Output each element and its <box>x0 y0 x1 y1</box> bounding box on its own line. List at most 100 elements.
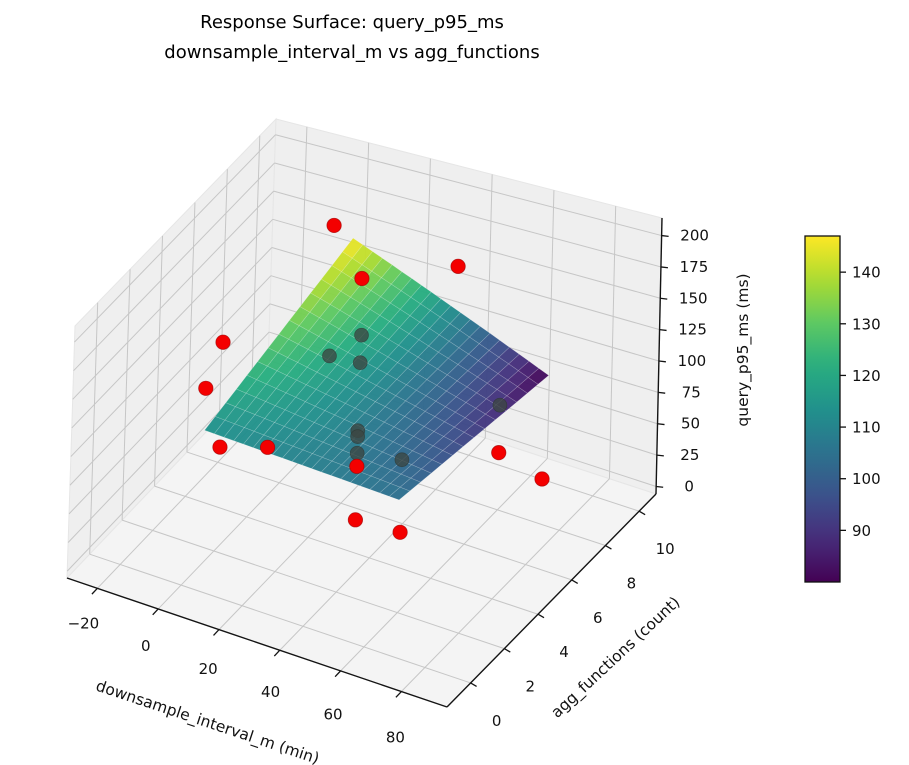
y-tick-mark <box>537 613 545 619</box>
grid-leftwall-z <box>68 303 271 515</box>
data-point <box>198 380 214 396</box>
z-tick-label: 150 <box>679 289 708 307</box>
grid-floor-y <box>154 485 539 615</box>
y-tick-label: 6 <box>593 609 603 627</box>
y-tick-mark <box>605 544 612 550</box>
x-tick-label: 20 <box>199 660 218 678</box>
z-tick-mark <box>656 454 664 457</box>
y-tick-mark <box>503 648 511 653</box>
grid-leftwall-z <box>72 190 275 400</box>
occluded-data-point <box>492 397 508 413</box>
grid-leftwall-z <box>67 331 270 543</box>
x-tick-mark <box>213 629 220 636</box>
z-tick-mark <box>660 297 668 300</box>
x-tick-mark <box>152 608 159 616</box>
z-tick-mark <box>659 329 667 332</box>
data-point <box>392 524 408 540</box>
z-axis-label: query_p95_ms (ms) <box>734 273 753 426</box>
grid-leftwall-y <box>154 235 164 487</box>
occluded-data-point <box>349 445 365 461</box>
grid-leftwall-y <box>251 135 261 385</box>
grid-leftwall-z <box>70 247 273 457</box>
x-tick-mark <box>91 587 98 595</box>
x-tick-mark <box>395 691 402 698</box>
x-axis-spine <box>66 577 448 708</box>
z-tick-label: 100 <box>678 352 707 370</box>
surface-facet <box>506 386 528 403</box>
y-tick-mark <box>571 579 579 584</box>
chart-title-line2: downsample_interval_m vs agg_functions <box>164 42 540 63</box>
colorbar: 90 100 110 120 130 140 <box>804 235 881 583</box>
occluded-data-point <box>350 429 366 444</box>
z-tick-mark <box>660 266 669 269</box>
y-tick-label: 8 <box>627 575 637 593</box>
grid-leftwall-z <box>74 134 276 343</box>
surface-facet <box>388 486 411 501</box>
grid-floor-y <box>186 451 572 581</box>
surface-facet <box>442 441 464 456</box>
grid-rightwall-z <box>274 162 662 268</box>
data-point <box>491 445 507 461</box>
axes-spines-ticks <box>66 217 669 708</box>
occluded-data-point <box>322 348 337 364</box>
colorbar-tick-label: 110 <box>852 419 881 437</box>
surface-facet <box>420 459 443 474</box>
occluded-data-point <box>394 452 410 468</box>
grid-rightwall-x <box>608 206 617 479</box>
data-point <box>212 439 228 455</box>
colorbar-gradient <box>804 235 841 583</box>
grid-rightwall-x <box>546 190 555 459</box>
x-tick-label: 60 <box>323 706 342 724</box>
grid-floor-x <box>340 458 548 672</box>
response-surface-mesh <box>204 237 550 501</box>
surface-facet <box>410 468 432 483</box>
chart-title-line1: Response Surface: query_p95_ms <box>200 12 504 33</box>
z-tick-label: 125 <box>678 321 707 339</box>
z-axis-spine <box>655 217 663 495</box>
grid-leftwall-y <box>121 269 131 521</box>
z-tick-mark <box>658 360 666 363</box>
colorbar-tick-label: 100 <box>852 470 881 488</box>
occluded-scatter-points <box>322 327 508 468</box>
x-axis-label: downsample_interval_m (min) <box>93 677 321 765</box>
y-tick-mark <box>638 510 646 516</box>
data-point <box>259 439 276 455</box>
x-tick-label: 0 <box>141 637 151 655</box>
data-point <box>347 512 364 528</box>
colorbar-tick-label: 120 <box>852 367 881 385</box>
surface-facet <box>474 413 496 430</box>
y-tick-label: 2 <box>526 678 536 696</box>
data-point <box>326 217 342 234</box>
y-axis-spine <box>446 493 657 708</box>
occluded-data-point <box>352 355 368 371</box>
data-point <box>354 270 370 287</box>
grid-rightwall-z <box>275 134 662 237</box>
data-point <box>450 258 466 274</box>
grid-leftwall-z <box>69 275 272 486</box>
x-tick-label: 80 <box>386 729 405 747</box>
grid-floor-y <box>89 553 471 684</box>
occluded-data-point <box>354 327 369 343</box>
colorbar-tick-label: 90 <box>852 522 871 540</box>
colorbar-tick-label: 140 <box>852 264 881 282</box>
grid-leftwall-y <box>218 169 228 419</box>
grid-floor-x <box>279 437 486 651</box>
data-point <box>534 471 550 487</box>
surface-facet <box>517 377 539 394</box>
colorbar-tick-label: 130 <box>852 315 881 333</box>
data-point <box>215 334 231 350</box>
y-tick-label: 10 <box>656 540 675 558</box>
grid-rightwall-z <box>273 190 661 299</box>
grid-floor-x <box>401 478 610 692</box>
z-tick-label: 25 <box>680 446 699 464</box>
tick-labels: −200204060800246810025507510012515017520… <box>68 227 709 747</box>
z-tick-label: 75 <box>682 383 701 401</box>
y-tick-label: 4 <box>559 643 569 661</box>
x-tick-mark <box>334 670 342 678</box>
chart-title: Response Surface: query_p95_ms downsampl… <box>164 8 539 68</box>
z-tick-mark <box>658 391 666 394</box>
grid-leftwall-z <box>71 218 274 429</box>
x-tick-label: −20 <box>68 614 100 632</box>
